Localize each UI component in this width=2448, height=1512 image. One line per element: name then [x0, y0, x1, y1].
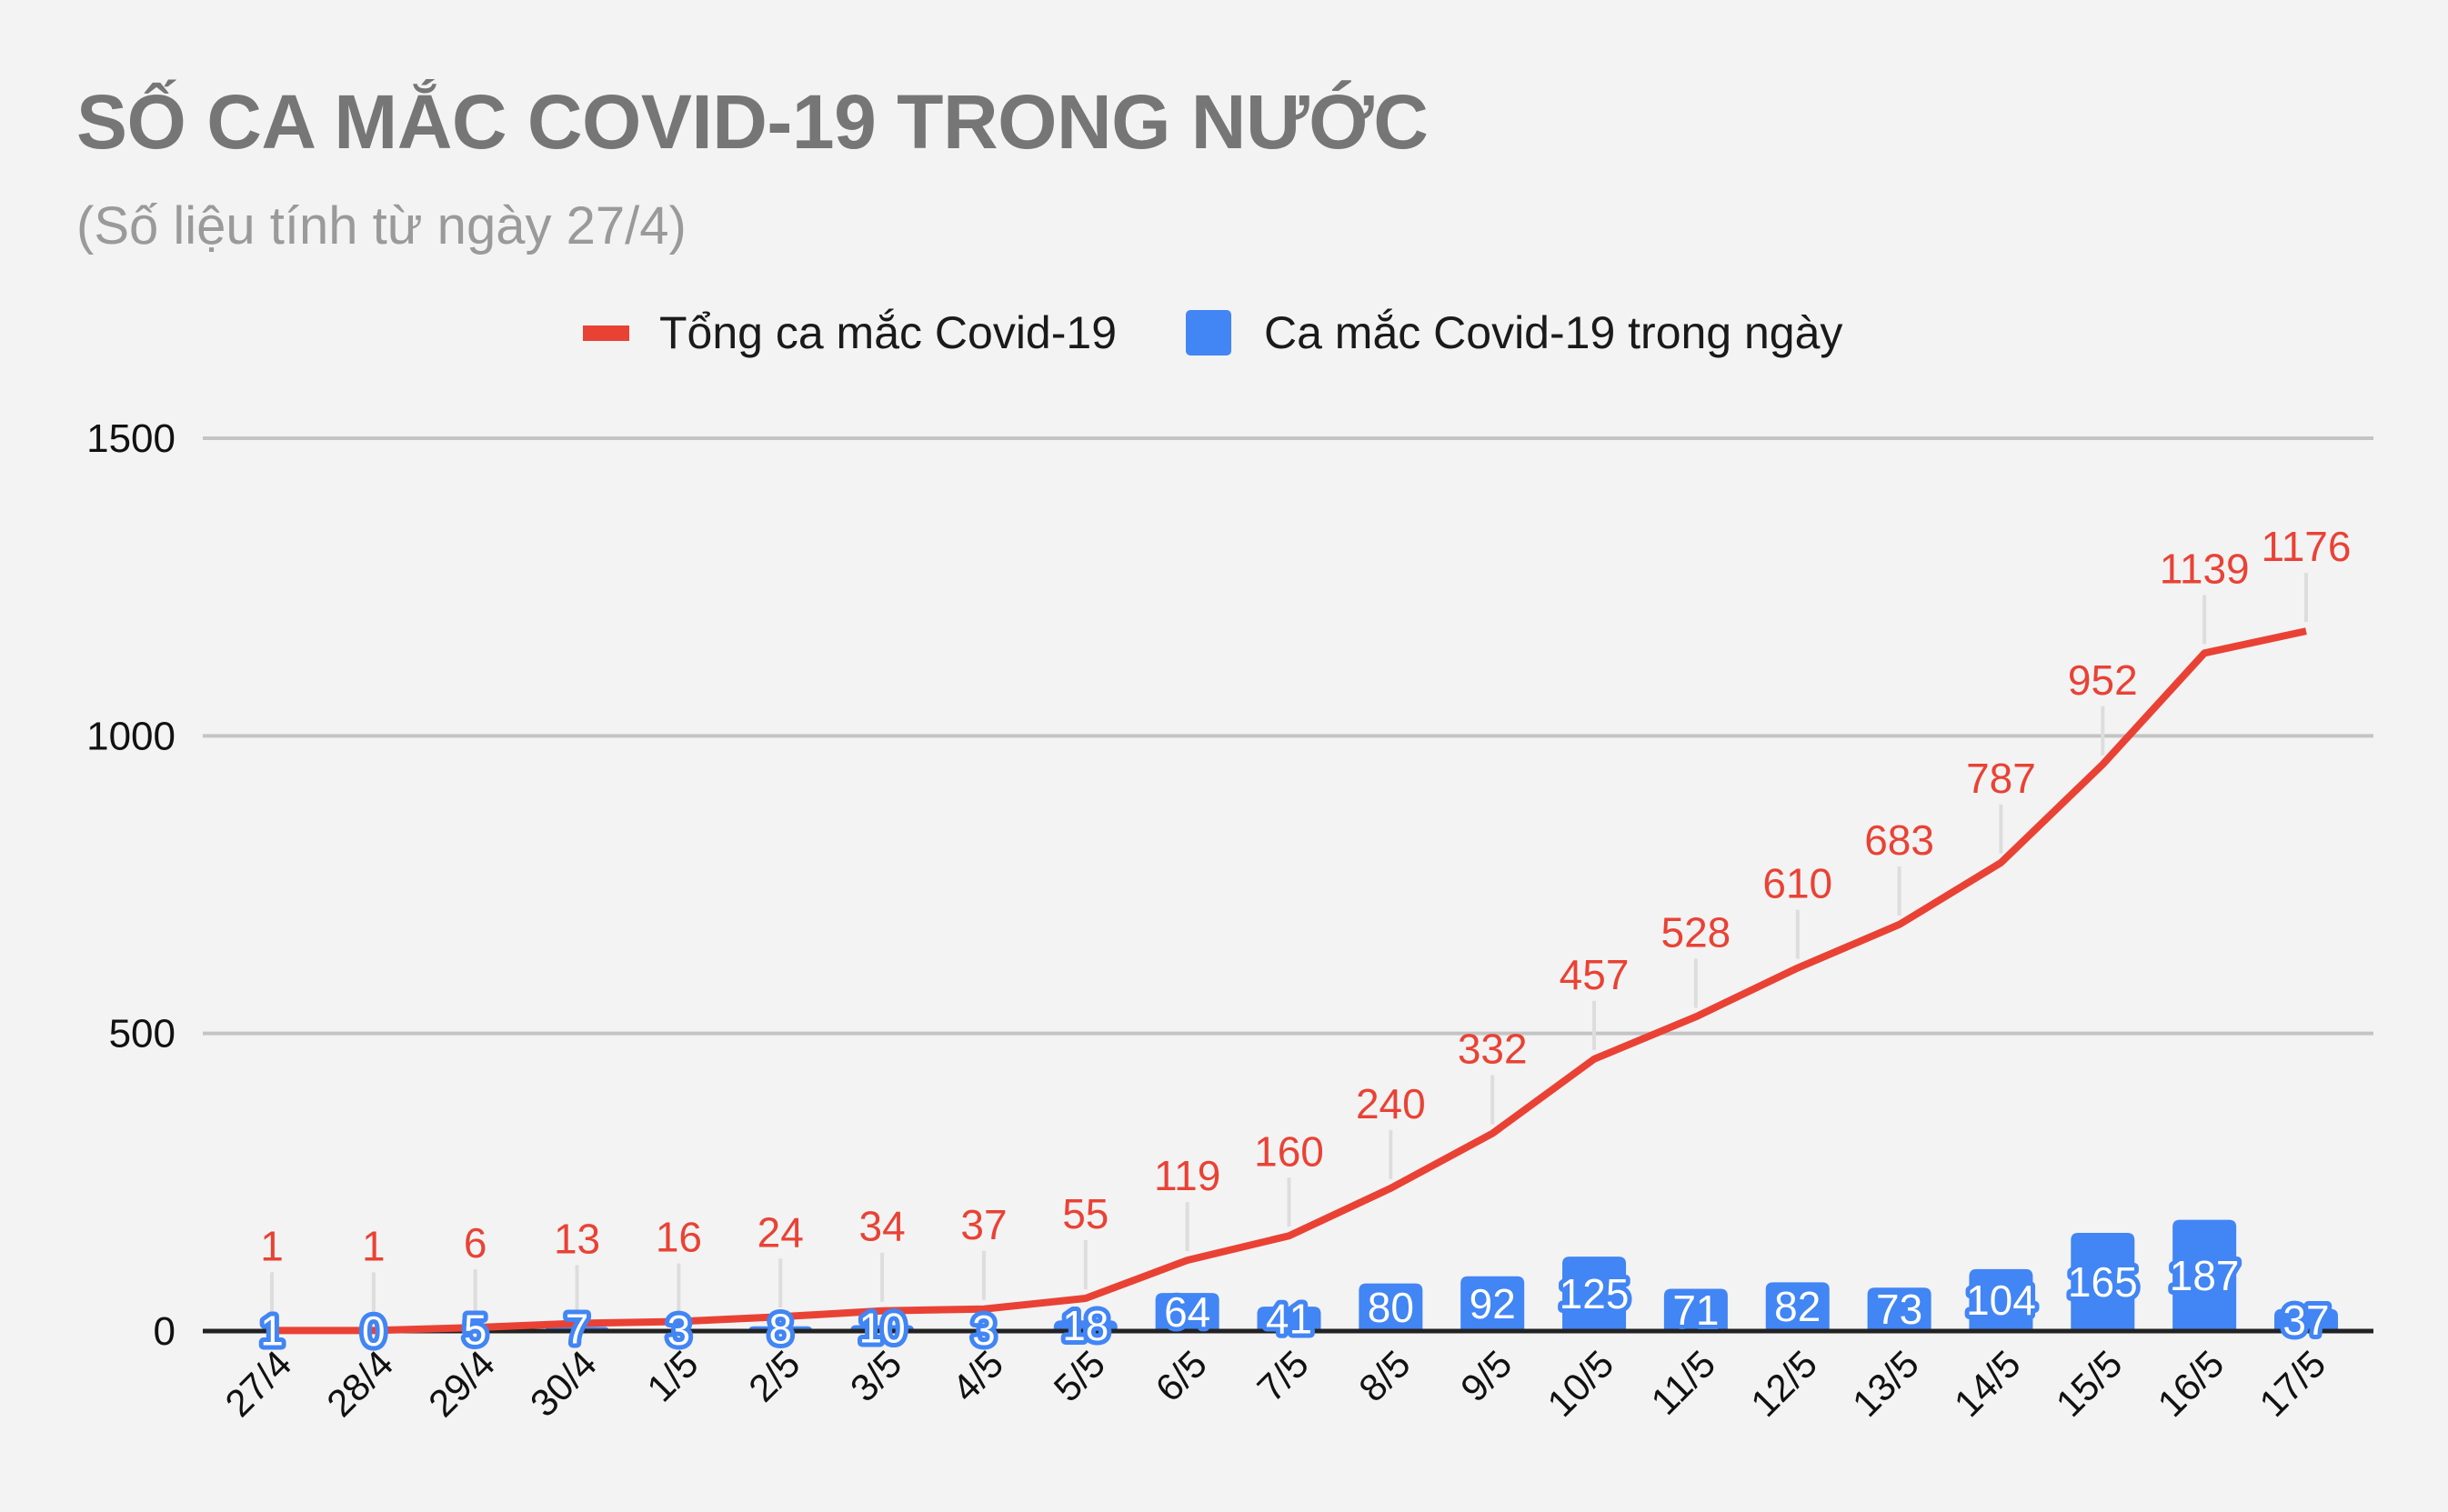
- gridlines: [203, 436, 2373, 1036]
- x-tick-label: 9/5: [1452, 1342, 1520, 1410]
- total-data-label: 119: [1154, 1152, 1220, 1199]
- y-axis: 0 500 1000 1500: [86, 416, 176, 1354]
- legend-label-daily: Ca mắc Covid-19 trong ngày: [1264, 307, 1843, 358]
- daily-bar-label: 165: [2068, 1258, 2138, 1306]
- legend-item-daily[interactable]: Ca mắc Covid-19 trong ngày: [1186, 300, 1842, 365]
- daily-bar-label: 37: [2282, 1297, 2329, 1344]
- daily-bar-label: 18: [1062, 1302, 1109, 1349]
- daily-bar-label: 80: [1368, 1284, 1414, 1331]
- x-tick-label: 27/4: [216, 1342, 299, 1425]
- x-tick-label: 16/5: [2149, 1342, 2232, 1425]
- daily-bar-label: 1: [260, 1307, 284, 1355]
- x-tick-label: 1/5: [638, 1342, 707, 1410]
- daily-bar-label: 3: [972, 1307, 996, 1354]
- x-tick-label: 4/5: [944, 1342, 1012, 1410]
- daily-bar-label: 73: [1876, 1286, 1922, 1333]
- daily-bar: [1460, 1276, 1525, 1331]
- daily-bar-label: 82: [1774, 1283, 1821, 1330]
- x-tick-label: 7/5: [1249, 1342, 1317, 1410]
- chart-title: SỐ CA MẮC COVID-19 TRONG NƯỚC: [76, 79, 1429, 165]
- x-tick-label: 13/5: [1844, 1342, 1927, 1425]
- daily-bar: [2172, 1219, 2237, 1331]
- total-data-label: 34: [859, 1203, 906, 1250]
- x-tick-label: 30/4: [522, 1342, 605, 1425]
- total-data-label: 37: [960, 1201, 1007, 1248]
- daily-bar: [1155, 1293, 1219, 1331]
- total-data-label: 16: [656, 1214, 702, 1261]
- daily-bar-label: 41: [1266, 1296, 1312, 1343]
- daily-bar-label: 187: [2170, 1252, 2240, 1299]
- daily-bar: [1257, 1307, 1321, 1331]
- daily-bar: [1359, 1283, 1423, 1331]
- daily-bar-label: 104: [1966, 1277, 2036, 1324]
- x-tick-label: 12/5: [1742, 1342, 1825, 1425]
- x-tick-label: 17/5: [2251, 1342, 2333, 1425]
- daily-bar-label: 64: [1164, 1288, 1210, 1336]
- total-data-labels: 1 1 6 13 16 24 34 37 551191602403324575286106837…: [260, 523, 2351, 1269]
- total-data-label: 332: [1458, 1026, 1528, 1073]
- total-data-label: 683: [1864, 816, 1934, 864]
- total-data-label: 952: [2068, 656, 2138, 704]
- total-data-label: 6: [464, 1219, 487, 1267]
- total-data-label: 1: [362, 1222, 386, 1269]
- chart-subtitle: (Số liệu tính từ ngày 27/4): [76, 196, 687, 255]
- total-cases-line: [272, 627, 2307, 1335]
- x-tick-label: 2/5: [740, 1342, 808, 1410]
- daily-bar: [1663, 1288, 1728, 1331]
- x-tick-label: 3/5: [842, 1342, 910, 1410]
- daily-bar-label: 0: [362, 1307, 386, 1355]
- y-tick-label: 1000: [86, 714, 176, 758]
- x-tick-label: 15/5: [2048, 1342, 2131, 1425]
- y-tick-label: 1500: [86, 416, 176, 461]
- daily-bar-label: 71: [1672, 1287, 1719, 1334]
- daily-bar: [1562, 1257, 1627, 1331]
- total-data-label: 24: [757, 1208, 804, 1256]
- daily-bar: [2071, 1232, 2135, 1331]
- daily-bar-label: 8: [768, 1305, 792, 1352]
- daily-bar: [1053, 1320, 1118, 1331]
- x-tick-label: 14/5: [1946, 1342, 2029, 1425]
- daily-bar-label: 3: [667, 1307, 691, 1354]
- x-tick-label: 6/5: [1147, 1342, 1215, 1410]
- daily-bar-label: 5: [464, 1306, 487, 1353]
- daily-bars: [240, 1219, 2338, 1331]
- total-data-label: 240: [1356, 1080, 1426, 1127]
- bar-swatch-icon: [1186, 310, 1231, 355]
- total-data-label: 610: [1762, 860, 1832, 907]
- total-data-label: 160: [1254, 1127, 1324, 1175]
- total-data-label: 1: [260, 1222, 284, 1269]
- total-data-label: 1176: [2262, 523, 2352, 570]
- x-tick-label: 28/4: [318, 1342, 401, 1425]
- daily-bar-label: 92: [1470, 1280, 1516, 1327]
- daily-bar: [1969, 1268, 2033, 1331]
- daily-bar: [1765, 1282, 1830, 1331]
- label-leader-lines: [270, 573, 2308, 1322]
- daily-bar-label: 7: [566, 1306, 589, 1353]
- legend-item-total[interactable]: Tổng ca mắc Covid-19: [583, 300, 1117, 365]
- x-tick-label: 29/4: [420, 1342, 503, 1425]
- x-tick-label: 10/5: [1539, 1342, 1621, 1425]
- y-tick-label: 0: [154, 1309, 176, 1354]
- total-data-label: 55: [1062, 1190, 1109, 1237]
- daily-bar-label: 125: [1560, 1270, 1630, 1317]
- line-swatch-icon: [583, 325, 629, 341]
- x-tick-label: 11/5: [1642, 1342, 1723, 1423]
- total-data-label: 457: [1560, 951, 1630, 998]
- x-axis: 27/4 28/4 29/4 30/4 1/5 2/5 3/5 4/5 5/5 6/5 7/5 8/5…: [216, 1342, 2333, 1425]
- daily-bar-label: 10: [859, 1305, 906, 1352]
- x-tick-label: 5/5: [1046, 1342, 1114, 1410]
- x-tick-label: 8/5: [1350, 1342, 1419, 1410]
- y-tick-label: 500: [109, 1012, 176, 1056]
- total-data-label: 528: [1661, 908, 1731, 956]
- daily-bar: [1867, 1287, 1931, 1331]
- total-data-label: 787: [1966, 755, 2036, 802]
- legend-label-total: Tổng ca mắc Covid-19: [659, 307, 1118, 358]
- total-data-label: 13: [554, 1215, 600, 1262]
- daily-bar: [2274, 1308, 2338, 1331]
- total-data-label: 1139: [2160, 545, 2250, 592]
